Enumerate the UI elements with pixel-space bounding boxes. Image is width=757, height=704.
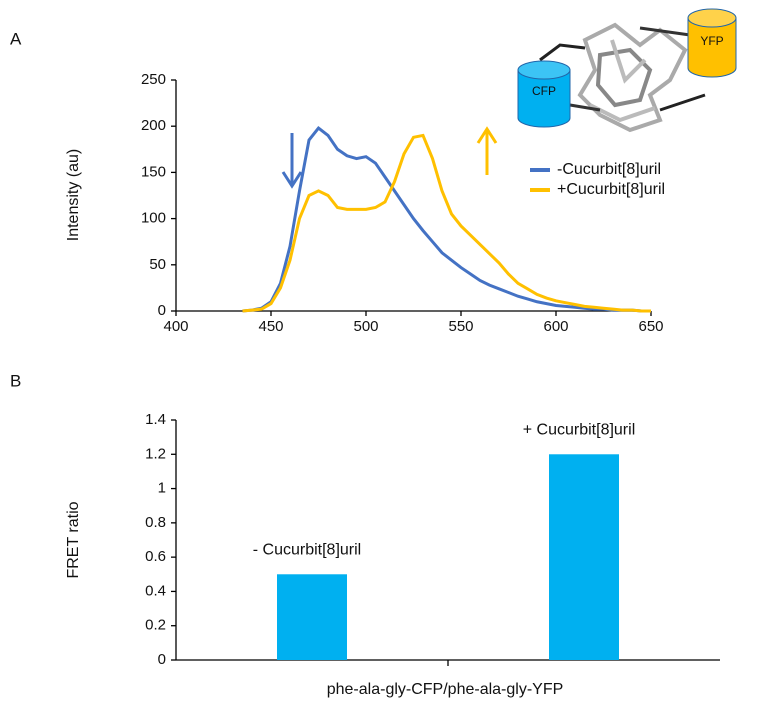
y-tick-label: 50 — [149, 256, 166, 273]
panel-label: B — [10, 371, 21, 390]
x-tick-label: 650 — [638, 318, 663, 335]
legend-label: +Cucurbit[8]uril — [557, 181, 665, 198]
category-label: - Cucurbit[8]uril — [253, 542, 361, 559]
y-axis-label: Intensity (au) — [65, 149, 82, 241]
y-tick-label: 1.4 — [145, 411, 166, 428]
bar — [277, 574, 347, 660]
annotation: YFP — [700, 34, 723, 48]
y-tick-label: 0.6 — [145, 548, 166, 565]
y-tick-label: 1.2 — [145, 445, 166, 462]
y-tick-label: 150 — [141, 163, 166, 180]
arrow-up — [478, 129, 496, 175]
data-line — [243, 128, 652, 311]
y-tick-label: 200 — [141, 117, 166, 134]
bar — [549, 454, 619, 660]
y-tick-label: 0.2 — [145, 617, 166, 634]
y-tick-label: 0.8 — [145, 514, 166, 531]
legend-label: -Cucurbit[8]uril — [557, 161, 661, 178]
y-axis-label: FRET ratio — [65, 501, 82, 578]
x-tick-label: 500 — [353, 318, 378, 335]
y-tick-label: 0 — [158, 651, 166, 668]
y-tick-label: 100 — [141, 210, 166, 227]
y-tick-label: 250 — [141, 71, 166, 88]
yfp-cylinder: YFP — [688, 9, 736, 77]
x-tick-label: 550 — [448, 318, 473, 335]
y-tick-label: 1 — [158, 480, 166, 497]
category-label: + Cucurbit[8]uril — [523, 422, 636, 439]
cfp-cylinder: CFP — [518, 61, 570, 127]
x-tick-label: 400 — [163, 318, 188, 335]
figure: A B Intensity (au) FRET ratio phe-ala-gl… — [0, 0, 757, 704]
x-axis-label: phe-ala-gly-CFP/phe-ala-gly-YFP — [327, 681, 564, 698]
x-tick-label: 450 — [258, 318, 283, 335]
y-tick-label: 0.4 — [145, 582, 166, 599]
y-tick-label: 0 — [158, 302, 166, 319]
annotation: CFP — [532, 84, 556, 98]
arrow-down — [283, 133, 301, 186]
x-tick-label: 600 — [543, 318, 568, 335]
panel-label: A — [10, 29, 22, 48]
